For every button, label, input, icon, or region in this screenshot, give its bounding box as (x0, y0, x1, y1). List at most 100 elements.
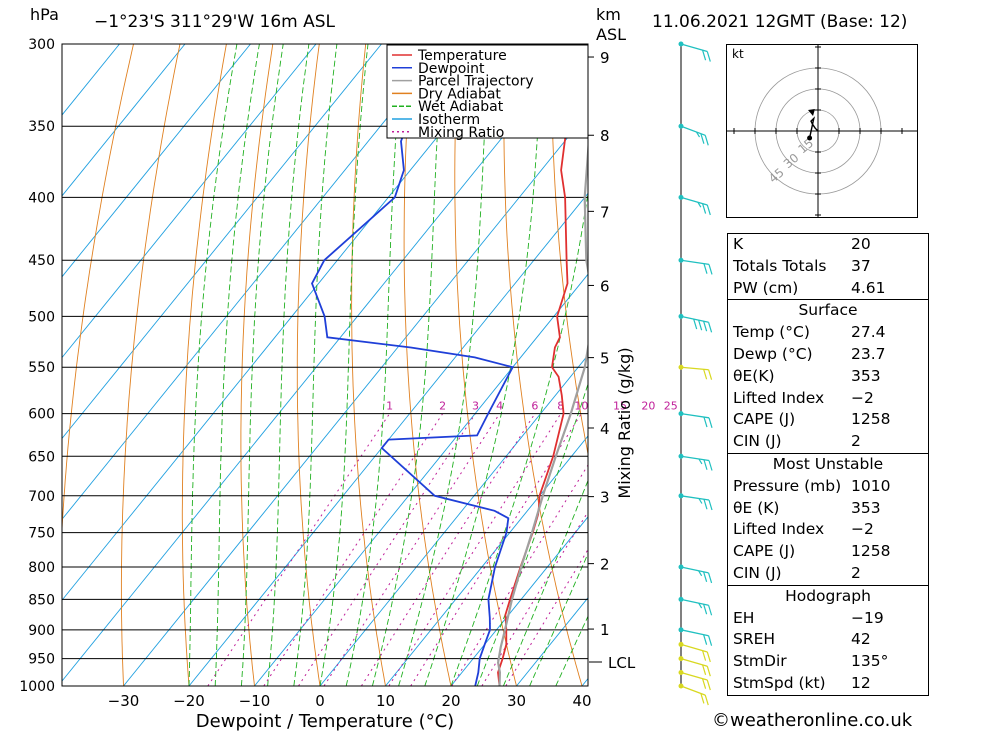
mixing-ratio-line (323, 413, 501, 686)
wet-adiabat-line (555, 615, 588, 686)
dry-adiabat-line (181, 44, 227, 686)
pressure-tick-label: 600 (28, 407, 55, 423)
temperature-series (497, 44, 571, 686)
index-row: StmSpd (kt) 12 (733, 673, 871, 692)
x-tick-label: −30 (108, 692, 140, 710)
index-row: Temp (°C) 27.4 (733, 323, 886, 342)
wind-barb (703, 459, 708, 470)
wet-adiabat-line (240, 44, 284, 686)
height-tick-label: 1 (600, 621, 610, 639)
isotherm-line (254, 273, 588, 686)
wind-barb-shaft (680, 366, 709, 371)
wind-barb-shaft (680, 629, 709, 637)
wind-barb-shaft (680, 412, 710, 419)
wind-barb (702, 678, 707, 689)
height-tick-label: 2 (600, 556, 610, 574)
legend-entry: Temperature (417, 48, 507, 64)
dry-adiabat-line (923, 44, 1000, 686)
pressure-tick-label: 650 (28, 449, 55, 465)
mixing-ratio-labels: 1 2 3 4 6 8 10 15 20 25 (386, 400, 678, 413)
mixing-ratio-line (298, 413, 476, 686)
mixing-ratio-label: 4 (496, 400, 503, 413)
mixing-ratio-label: 6 (531, 400, 538, 413)
wind-barb-shaft (680, 455, 710, 462)
wet-adiabat-line (188, 44, 238, 686)
index-row: Totals Totals 37 (733, 256, 871, 275)
wind-barb-shaft (680, 658, 708, 667)
isotherm-line (188, 192, 588, 686)
index-row: CIN (J) 2 (733, 563, 861, 582)
index-row: Lifted Index −2 (733, 520, 874, 539)
hodograph-storm-point (807, 135, 813, 141)
wind-barb (698, 602, 703, 609)
mixing-ratio-label: 8 (557, 400, 564, 413)
wind-barb-shaft (680, 671, 708, 681)
index-row: CAPE (J) 1258 (733, 410, 891, 429)
wind-barb-shaft (680, 125, 706, 136)
mixing-ratio-axis-label: Mixing Ratio (g/kg) (615, 347, 634, 498)
datetime-title: 11.06.2021 12GMT (Base: 12) (652, 12, 907, 32)
wind-barbs (678, 41, 713, 706)
hodograph-ring-label: 45 (766, 165, 787, 186)
mixing-ratio-line (410, 413, 582, 686)
dewpoint-series (311, 44, 515, 686)
wind-barb (704, 135, 709, 146)
legend-entry: Wet Adiabat (418, 99, 504, 115)
index-row: Pressure (mb) 1010 (733, 476, 891, 495)
plot-frame (61, 43, 589, 687)
wind-barb (708, 460, 713, 471)
index-row: EH −19 (733, 608, 884, 627)
wind-barb (707, 572, 713, 584)
hodograph-section: Hodograph EH −19 SREH 42 StmDir 135° StmSpd… (728, 584, 928, 695)
isotherm-line (450, 516, 588, 686)
height-tick-label: 5 (600, 350, 610, 368)
x-tick-label: 0 (315, 692, 325, 710)
pressure-tick-label: 900 (28, 623, 55, 639)
wind-barb (706, 651, 711, 663)
most-unstable-section: Most Unstable Pressure (mb) 1010 θE (K) 35… (728, 452, 928, 585)
wet-adiabat-line (267, 44, 310, 686)
hodograph-trace (808, 116, 819, 139)
section-title: Surface (798, 301, 858, 320)
wind-barb (704, 694, 709, 706)
credit-link[interactable]: ©weatheronline.co.uk (712, 710, 913, 731)
section-title: Hodograph (785, 586, 871, 605)
legend-entry: Dewpoint (418, 61, 485, 77)
pressure-tick-label: 300 (28, 37, 55, 53)
wind-barb-shaft (680, 598, 709, 606)
legend-entry: Isotherm (418, 112, 480, 128)
x-tick-label: 10 (376, 692, 395, 710)
dry-adiabat-line (550, 44, 588, 457)
profiles (311, 44, 588, 686)
wind-barb (702, 203, 707, 214)
wet-adiabat-line (529, 552, 588, 686)
wind-barb (702, 650, 707, 661)
wind-barb (703, 263, 708, 274)
wind-barb (693, 318, 698, 330)
wet-adiabat-line (450, 189, 588, 686)
wind-barb (703, 604, 708, 615)
wind-barb-shaft (680, 259, 710, 266)
parcel-series (496, 138, 588, 686)
wind-barb (706, 666, 711, 677)
wind-barb (702, 50, 707, 61)
dry-adiabat-line (296, 44, 321, 686)
wind-barb (698, 319, 703, 331)
location-title: −1°23'S 311°29'W 16m ASL (94, 12, 336, 32)
pressure-tick-label: 1000 (19, 679, 55, 695)
pressure-unit: hPa (30, 5, 59, 24)
isotherm-line (62, 44, 579, 682)
mixing-ratio-label: 10 (574, 400, 588, 413)
mixing-ratio-label: 2 (439, 400, 446, 413)
dry-adiabat-line (240, 44, 274, 686)
wet-adiabat-line (319, 44, 369, 686)
wind-barb-shaft (680, 495, 710, 501)
dry-adiabat-line (969, 44, 1000, 686)
wind-barb (698, 570, 703, 577)
pressure-tick-label: 850 (28, 592, 55, 608)
index-row: SREH 42 (733, 630, 871, 649)
wind-barb-shaft (680, 196, 708, 206)
isotherm-line (62, 44, 120, 116)
mixing-ratio-line (207, 413, 391, 686)
